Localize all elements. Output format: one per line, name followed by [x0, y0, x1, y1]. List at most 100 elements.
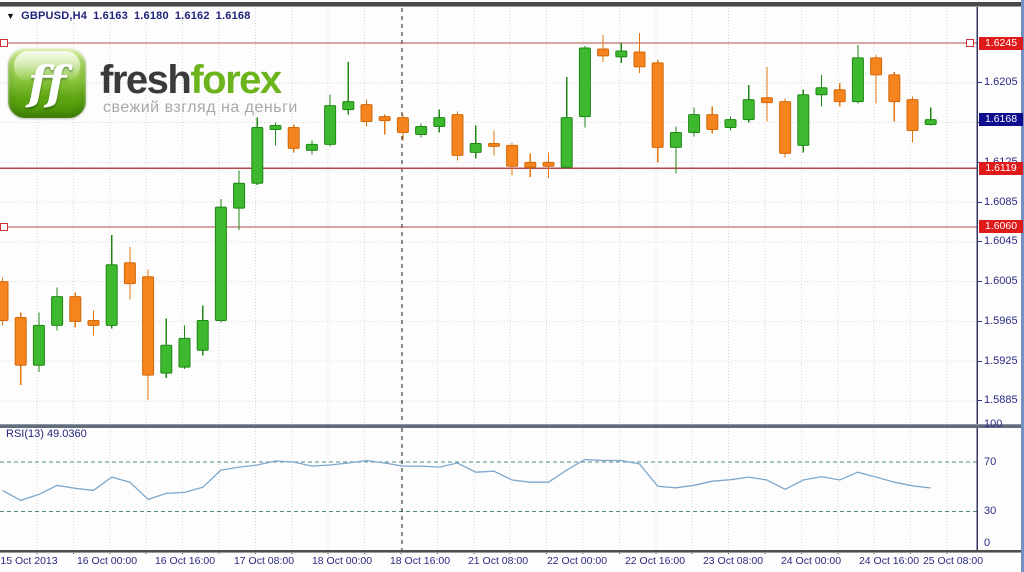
price-level-badge: 1.6119	[979, 161, 1023, 175]
candle-bull[interactable]	[797, 94, 810, 146]
price-level-badge: 1.6060	[979, 220, 1023, 234]
panel-separator[interactable]	[0, 424, 1024, 428]
freshforex-logo-icon	[8, 48, 86, 118]
time-axis-label: 18 Oct 16:00	[389, 555, 451, 567]
candle-bear[interactable]	[651, 62, 664, 148]
time-axis-label: 25 Oct 08:00	[922, 555, 984, 567]
candle-bull[interactable]	[305, 143, 318, 151]
rsi-axis-label: 0	[984, 536, 991, 549]
window-right-border	[1021, 0, 1024, 572]
line-drag-handle[interactable]	[0, 38, 9, 48]
candle-bear[interactable]	[888, 74, 901, 103]
candle-bull[interactable]	[615, 50, 628, 58]
candle-bull[interactable]	[51, 296, 64, 326]
candle-bear[interactable]	[870, 57, 883, 76]
time-axis-label: 16 Oct 16:00	[154, 555, 216, 567]
freshforex-tagline: свежий взгляд на деньги	[103, 99, 298, 116]
candle-bear[interactable]	[524, 161, 537, 168]
line-drag-handle[interactable]	[965, 38, 975, 48]
time-axis-label: 24 Oct 16:00	[858, 555, 920, 567]
price-axis-label: 1.6045	[984, 235, 1018, 248]
candle-bull[interactable]	[233, 182, 246, 209]
candle-bull[interactable]	[433, 117, 446, 128]
candle-bear[interactable]	[287, 127, 300, 149]
price-axis-tick	[978, 201, 982, 203]
time-axis-label: 22 Oct 16:00	[624, 555, 686, 567]
symbol-dropdown-icon[interactable]: ▼	[6, 11, 16, 21]
candle-bear[interactable]	[833, 89, 846, 103]
candle-bear[interactable]	[396, 117, 409, 133]
candle-bull[interactable]	[105, 264, 118, 326]
rsi-axis-label: 30	[984, 505, 997, 518]
candle-bear[interactable]	[69, 296, 82, 322]
bar-high-value: 1.6180	[133, 10, 169, 22]
candle-bull[interactable]	[324, 105, 337, 145]
candle-bear[interactable]	[87, 319, 100, 326]
bar-low-value: 1.6162	[174, 10, 210, 22]
candle-bull[interactable]	[924, 119, 937, 126]
candle-bull[interactable]	[251, 127, 264, 184]
price-axis-tick	[978, 82, 982, 84]
time-axis-border	[0, 550, 1024, 553]
price-axis-tick	[978, 320, 982, 322]
candle-bull[interactable]	[196, 319, 209, 351]
candle-bear[interactable]	[142, 276, 155, 376]
time-axis-label: 16 Oct 00:00	[76, 555, 138, 567]
price-axis-tick	[978, 281, 982, 283]
candle-bear[interactable]	[597, 48, 610, 57]
candle-bear[interactable]	[14, 316, 27, 366]
time-axis-label: 21 Oct 08:00	[467, 555, 529, 567]
price-level-badge: 1.6245	[979, 36, 1023, 50]
price-axis-tick	[978, 360, 982, 362]
candle-bull[interactable]	[178, 337, 191, 368]
bar-open-value: 1.6163	[93, 10, 128, 22]
candle-bull[interactable]	[669, 131, 682, 148]
candle-bear[interactable]	[760, 97, 773, 104]
price-axis-label: 1.5885	[984, 394, 1018, 407]
candle-bull[interactable]	[560, 117, 573, 168]
candle-bear[interactable]	[123, 262, 136, 285]
chart-title-bar: ▼ GBPUSD,H4 1.6163 1.6180 1.6162 1.6168	[6, 10, 257, 22]
candle-bear[interactable]	[378, 116, 391, 122]
candle-bull[interactable]	[269, 125, 282, 131]
time-axis-label: 24 Oct 00:00	[780, 555, 842, 567]
candle-bear[interactable]	[487, 142, 500, 147]
candle-bear[interactable]	[542, 161, 555, 167]
candle-bull[interactable]	[342, 101, 355, 111]
candle-bear[interactable]	[633, 51, 646, 68]
price-axis-label: 1.5965	[984, 314, 1018, 327]
candle-bull[interactable]	[688, 114, 701, 133]
candle-bull[interactable]	[160, 344, 173, 374]
candle-bull[interactable]	[578, 47, 591, 118]
candle-bull[interactable]	[724, 119, 737, 129]
candle-bull[interactable]	[32, 324, 45, 366]
candle-bear[interactable]	[360, 104, 373, 123]
freshforex-logo: ff freshforex свежий взгляд на деньги	[8, 46, 308, 146]
candle-bear[interactable]	[906, 99, 919, 132]
line-drag-handle[interactable]	[0, 222, 9, 232]
candle-bull[interactable]	[815, 87, 828, 96]
candle-bull[interactable]	[851, 57, 864, 103]
wordmark-forex: forex	[190, 58, 282, 102]
candle-bear[interactable]	[779, 101, 792, 154]
price-axis-label: 1.6005	[984, 275, 1018, 288]
time-axis-label: 23 Oct 08:00	[702, 555, 764, 567]
candle-bull[interactable]	[469, 142, 482, 153]
candle-bull[interactable]	[742, 99, 755, 121]
candle-bear[interactable]	[506, 144, 519, 167]
candle-bear[interactable]	[706, 114, 719, 131]
candle-bear[interactable]	[0, 281, 9, 321]
candle-bull[interactable]	[415, 126, 428, 135]
wordmark-fresh: fresh	[100, 58, 192, 102]
candle-bear[interactable]	[451, 114, 464, 156]
rsi-line	[2, 458, 931, 502]
candle-bull[interactable]	[214, 206, 227, 321]
bar-close-value: 1.6168	[215, 10, 251, 22]
time-axis-label: 18 Oct 00:00	[311, 555, 373, 567]
price-axis-label: 1.6205	[984, 76, 1018, 89]
price-axis-label: 1.5925	[984, 354, 1018, 367]
time-axis-label: 22 Oct 00:00	[546, 555, 608, 567]
freshforex-wordmark: freshforex	[100, 58, 282, 102]
window-top-border	[0, 2, 1024, 7]
